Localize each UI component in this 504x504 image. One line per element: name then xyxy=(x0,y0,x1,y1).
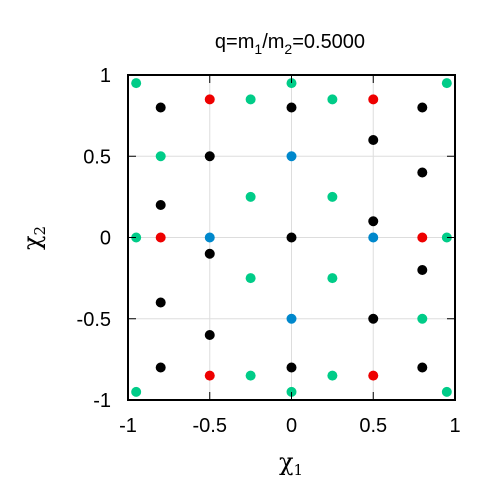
x-tick-label: 0 xyxy=(286,415,297,437)
data-point xyxy=(286,102,297,113)
data-point xyxy=(155,151,166,162)
data-point xyxy=(245,191,256,202)
data-points xyxy=(131,78,452,397)
x-axis-label: χ1 xyxy=(279,448,303,479)
y-tick-label: -1 xyxy=(93,390,111,412)
data-point xyxy=(417,102,428,113)
data-point xyxy=(417,362,428,373)
data-point xyxy=(441,232,452,243)
data-point xyxy=(327,191,338,202)
data-point xyxy=(286,362,297,373)
data-point xyxy=(131,78,142,89)
data-point xyxy=(155,297,166,308)
data-point xyxy=(286,78,297,89)
data-point xyxy=(245,370,256,381)
tick-marks xyxy=(127,74,456,401)
data-point xyxy=(327,94,338,105)
x-tick-labels: -1 -0.5 0 0.5 1 xyxy=(119,415,460,437)
data-point xyxy=(417,313,428,324)
data-point xyxy=(368,370,379,381)
data-point xyxy=(286,313,297,324)
data-point xyxy=(204,151,215,162)
data-point xyxy=(155,200,166,210)
y-tick-label: 1 xyxy=(100,65,111,87)
data-point xyxy=(204,330,215,340)
data-point xyxy=(441,386,452,397)
data-point xyxy=(286,232,297,243)
data-point xyxy=(131,232,142,243)
data-point xyxy=(155,232,166,243)
data-point xyxy=(204,232,215,243)
chart-title: q=m1/m2=0.5000 xyxy=(215,31,365,57)
data-point xyxy=(368,94,379,105)
data-point xyxy=(286,386,297,397)
data-point xyxy=(368,313,379,324)
data-point xyxy=(204,248,215,259)
x-tick-label: 0.5 xyxy=(359,415,387,437)
y-axis-label: χ2 xyxy=(18,226,49,250)
x-tick-label: 1 xyxy=(449,415,460,437)
data-point xyxy=(417,167,428,178)
data-point xyxy=(368,232,379,243)
y-tick-labels: -1 -0.5 0 0.5 1 xyxy=(77,65,111,412)
data-point xyxy=(155,362,166,373)
data-point xyxy=(417,265,428,275)
data-point xyxy=(327,370,338,381)
data-point xyxy=(368,135,379,145)
x-tick-label: -1 xyxy=(119,415,137,437)
data-point xyxy=(441,78,452,89)
data-point xyxy=(286,151,297,162)
data-point xyxy=(131,386,142,397)
data-point xyxy=(245,94,256,105)
data-point xyxy=(155,102,166,113)
data-point xyxy=(327,273,338,284)
x-tick-label: -0.5 xyxy=(193,415,227,437)
data-point xyxy=(204,370,215,381)
y-tick-label: -0.5 xyxy=(77,309,111,331)
data-point xyxy=(245,273,256,284)
y-tick-label: 0 xyxy=(100,228,111,250)
data-point xyxy=(417,232,428,243)
y-tick-label: 0.5 xyxy=(83,146,111,168)
data-point xyxy=(368,216,379,227)
data-point xyxy=(204,94,215,105)
